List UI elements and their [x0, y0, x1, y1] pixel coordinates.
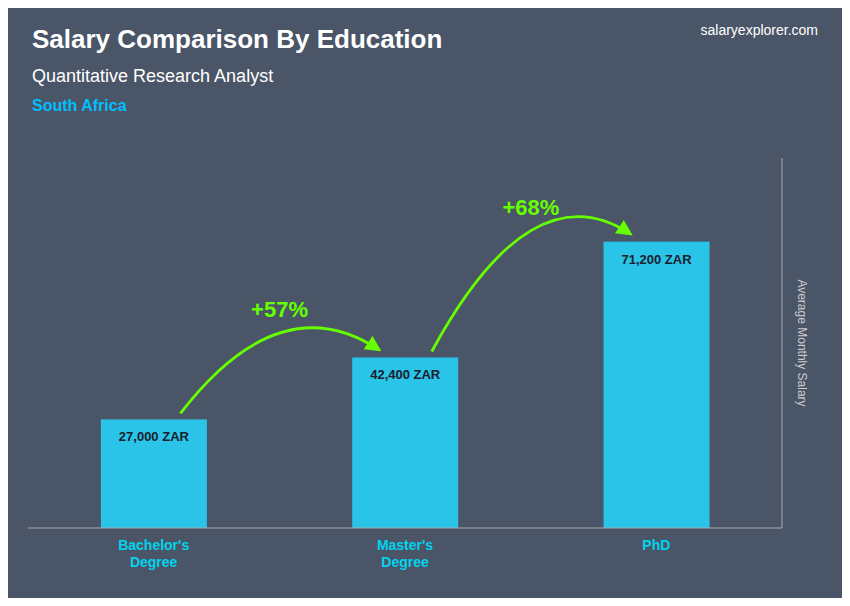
svg-text:Average Monthly Salary: Average Monthly Salary [795, 279, 809, 406]
svg-text:71,200 ZAR: 71,200 ZAR [622, 252, 693, 267]
svg-text:Master'sDegree: Master'sDegree [377, 537, 433, 570]
html-text:Quantitative Research Analyst: Quantitative Research Analyst [32, 66, 274, 86]
svg-text:PhD: PhD [642, 537, 670, 553]
html-text:salaryexplorer.com: salaryexplorer.com [700, 22, 818, 38]
svg-text:+68%: +68% [502, 195, 559, 220]
svg-text:Bachelor'sDegree: Bachelor'sDegree [118, 537, 189, 570]
svg-text:27,000 ZAR: 27,000 ZAR [119, 429, 190, 444]
svg-text:+57%: +57% [251, 297, 308, 322]
html-text:Salary Comparison By Education: Salary Comparison By Education [32, 24, 443, 54]
html-text:South Africa: South Africa [32, 97, 127, 114]
svg-text:42,400 ZAR: 42,400 ZAR [370, 367, 441, 382]
